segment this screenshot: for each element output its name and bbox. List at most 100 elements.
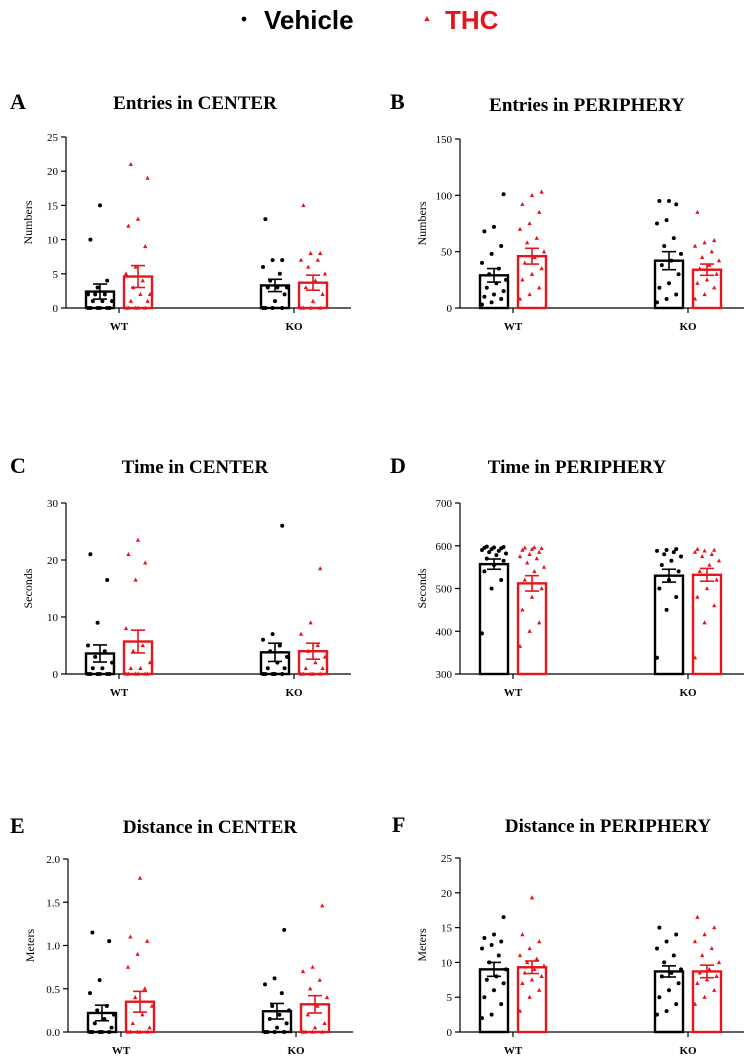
data-point	[532, 254, 537, 259]
data-point	[676, 981, 681, 986]
x-tick-label: KO	[287, 1045, 305, 1057]
data-point	[282, 1030, 287, 1034]
data-point	[270, 306, 275, 310]
data-point	[303, 665, 308, 670]
y-tick-label: 15	[441, 923, 453, 935]
data-point	[280, 523, 285, 528]
data-point	[318, 566, 323, 571]
data-point	[501, 545, 506, 550]
y-tick-label: 0	[447, 1027, 453, 1039]
data-point	[529, 977, 535, 982]
data-point	[527, 994, 532, 999]
data-point	[532, 966, 537, 972]
data-point	[671, 550, 676, 555]
data-point	[712, 547, 717, 552]
data-point	[143, 560, 148, 565]
data-point	[520, 932, 525, 937]
data-point	[501, 558, 506, 563]
data-point	[504, 551, 508, 556]
legend-label-thc: THC	[445, 5, 499, 35]
data-point	[280, 672, 285, 676]
data-point	[520, 980, 525, 985]
data-point	[499, 244, 504, 249]
data-point	[659, 562, 664, 567]
data-point	[664, 939, 669, 944]
y-tick-label: 300	[436, 669, 453, 681]
data-point	[98, 672, 102, 676]
data-point	[522, 545, 527, 550]
data-point	[273, 299, 277, 304]
legend-label-vehicle: Vehicle	[264, 5, 354, 35]
data-point	[308, 620, 313, 625]
data-point	[541, 963, 547, 968]
data-point	[700, 254, 705, 259]
data-point	[322, 1020, 327, 1026]
data-point	[667, 988, 671, 993]
x-tick-label: WT	[112, 1045, 131, 1057]
data-point	[482, 936, 487, 941]
data-point	[484, 544, 489, 549]
bar-vehicle-ko	[653, 970, 685, 1034]
data-point	[716, 558, 722, 563]
data-point	[138, 665, 143, 670]
data-point	[655, 655, 659, 660]
data-point	[277, 271, 282, 276]
data-point	[504, 967, 508, 972]
data-point	[480, 946, 484, 951]
data-point	[128, 298, 133, 303]
data-point	[669, 258, 674, 263]
y-tick-label: 100	[436, 190, 453, 202]
data-point	[709, 249, 714, 254]
x-tick-label: WT	[110, 321, 129, 333]
data-point	[697, 569, 702, 574]
data-point	[527, 628, 532, 633]
data-point	[145, 175, 150, 180]
data-point	[695, 594, 700, 599]
data-point	[529, 546, 535, 551]
data-point	[499, 577, 504, 582]
data-point	[667, 198, 671, 203]
data-point	[499, 1002, 504, 1007]
data-point	[273, 672, 277, 676]
data-point	[522, 577, 527, 582]
data-point	[537, 939, 542, 944]
panel-b: B Entries in PERIPHERY Numbers 0 50 100 150 WT K…	[372, 84, 744, 333]
data-point	[527, 946, 532, 951]
data-point	[90, 1030, 95, 1034]
y-tick-label: 5	[53, 269, 59, 281]
data-point	[704, 977, 710, 982]
data-point	[539, 973, 544, 978]
data-point	[482, 229, 487, 234]
data-point	[520, 607, 525, 612]
data-point	[529, 271, 535, 276]
data-point	[704, 586, 710, 591]
y-tick-label: 0	[53, 303, 59, 315]
panel-letter: C	[10, 453, 26, 478]
data-point	[133, 995, 138, 1000]
panel-letter: F	[392, 812, 405, 837]
data-point	[270, 632, 275, 637]
data-point	[298, 631, 304, 636]
bar-vehicle-wt	[478, 562, 510, 676]
y-tick-label: 0.5	[46, 984, 60, 996]
y-tick-label: 0	[447, 303, 453, 315]
data-point	[657, 285, 662, 290]
data-point	[714, 271, 719, 276]
data-point	[539, 266, 544, 271]
data-point	[702, 994, 707, 999]
data-point	[313, 278, 318, 283]
data-point	[496, 548, 501, 553]
data-point	[131, 648, 136, 653]
data-point	[480, 1016, 484, 1021]
data-point	[95, 285, 100, 290]
data-point	[95, 1008, 100, 1013]
y-tick-label: 20	[441, 888, 453, 900]
data-point	[109, 1025, 114, 1030]
data-point	[310, 298, 316, 303]
data-point	[123, 271, 129, 276]
data-point	[137, 875, 143, 880]
data-point	[128, 934, 133, 939]
data-point	[282, 927, 287, 932]
data-point	[142, 986, 147, 991]
data-point	[140, 643, 145, 648]
